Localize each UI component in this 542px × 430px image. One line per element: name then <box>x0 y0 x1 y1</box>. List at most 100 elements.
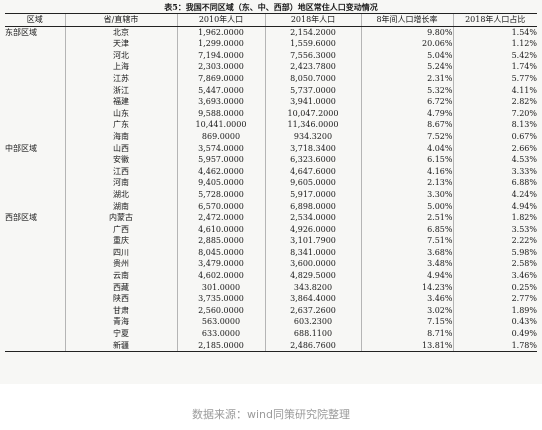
pop-2018-cell: 3,718.3400 <box>264 142 361 155</box>
table-caption: 表5：我国不同区域（东、中、西部）地区常住人口变动情况 <box>164 2 378 12</box>
pop-2018-cell: 7,556.3000 <box>264 49 361 62</box>
pop-2010-cell: 5,447.0000 <box>176 84 265 97</box>
growth-rate-cell: 4.16% <box>360 165 453 178</box>
province-cell: 河北 <box>64 49 177 62</box>
pop-2018-cell: 2,423.7800 <box>264 61 361 73</box>
pop-2018-cell: 10,047.2000 <box>264 107 361 120</box>
share-2018-cell: 1.82% <box>452 212 537 224</box>
growth-rate-cell: 3.46% <box>360 293 453 305</box>
growth-rate-cell: 9.80% <box>360 26 453 39</box>
table-row: 东部区域 北京 1,962.0000 2,154.2000 9.80% 1.54% <box>5 26 537 39</box>
province-cell: 内蒙古 <box>64 212 177 224</box>
table-row: 河南 9,405.0000 9,605.0000 2.13% 6.88% <box>5 177 537 189</box>
pop-2018-cell: 2,486.7600 <box>264 339 361 353</box>
population-table: 区域 省/直辖市 2010年人口 2018年人口 8年间人口增长率 2018年人… <box>5 13 537 353</box>
region-cell <box>5 61 65 73</box>
table-row: 广东 10,441.0000 11,346.0000 8.67% 8.13% <box>5 119 537 131</box>
pop-2010-cell: 2,885.0000 <box>176 235 265 247</box>
pop-2010-cell: 2,560.0000 <box>176 304 265 317</box>
share-2018-cell: 3.33% <box>452 165 537 178</box>
growth-rate-cell: 6.15% <box>360 154 453 166</box>
share-2018-cell: 8.13% <box>452 119 537 131</box>
pop-2018-cell: 3,101.7900 <box>264 235 361 247</box>
pop-2010-cell: 2,303.0000 <box>176 61 265 73</box>
pop-2018-cell: 5,917.0000 <box>264 188 361 201</box>
growth-rate-cell: 13.81% <box>360 339 453 353</box>
province-cell: 广东 <box>64 119 177 131</box>
growth-rate-cell: 3.48% <box>360 258 453 271</box>
pop-2010-cell: 3,693.0000 <box>176 96 265 108</box>
pop-2018-cell: 4,647.6000 <box>264 165 361 178</box>
growth-rate-cell: 3.68% <box>360 246 453 259</box>
pop-2018-cell: 1,559.6000 <box>264 38 361 50</box>
province-cell: 上海 <box>64 61 177 73</box>
growth-rate-cell: 5.04% <box>360 49 453 62</box>
table-row: 湖南 6,570.0000 6,898.0000 5.00% 4.94% <box>5 200 537 213</box>
province-cell: 云南 <box>64 270 177 282</box>
pop-2010-cell: 9,588.0000 <box>176 107 265 120</box>
share-2018-cell: 4.11% <box>452 84 537 97</box>
pop-2010-cell: 8,045.0000 <box>176 246 265 259</box>
share-2018-cell: 1.12% <box>452 38 537 50</box>
header-growth-rate: 8年间人口增长率 <box>360 13 453 27</box>
region-cell: 东部区域 <box>5 27 37 37</box>
share-2018-cell: 2.66% <box>452 142 537 155</box>
header-share-2018: 2018年人口占比 <box>452 13 537 27</box>
pop-2010-cell: 1,962.0000 <box>176 26 265 39</box>
pop-2010-cell: 9,405.0000 <box>176 177 265 189</box>
share-2018-cell: 4.53% <box>452 154 537 166</box>
region-cell <box>5 224 65 236</box>
province-cell: 湖南 <box>64 200 177 213</box>
pop-2010-cell: 2,472.0000 <box>176 212 265 224</box>
province-cell: 江苏 <box>64 72 177 85</box>
header-region: 区域 <box>5 13 65 27</box>
region-cell <box>5 339 65 353</box>
table-row: 山东 9,588.0000 10,047.2000 4.79% 7.20% <box>5 107 537 120</box>
table-row: 西藏 301.0000 343.8200 14.23% 0.25% <box>5 281 537 294</box>
growth-rate-cell: 6.85% <box>360 223 453 236</box>
pop-2010-cell: 563.0000 <box>176 316 265 329</box>
pop-2018-cell: 688.1100 <box>264 328 361 340</box>
province-cell: 浙江 <box>64 84 177 97</box>
share-2018-cell: 7.20% <box>452 107 537 120</box>
pop-2010-cell: 869.0000 <box>176 130 265 143</box>
region-cell: 中部区域 <box>5 143 37 153</box>
region-cell <box>5 235 65 247</box>
region-cell <box>5 270 65 282</box>
province-cell: 广西 <box>64 223 177 236</box>
table-row: 河北 7,194.0000 7,556.3000 5.04% 5.42% <box>5 49 537 62</box>
header-pop-2010: 2010年人口 <box>176 13 265 27</box>
province-cell: 重庆 <box>64 235 177 247</box>
pop-2010-cell: 2,185.0000 <box>176 339 265 353</box>
share-2018-cell: 1.54% <box>452 26 537 39</box>
table-row: 青海 563.0000 603.2300 7.15% 0.43% <box>5 316 537 329</box>
pop-2018-cell: 5,737.0000 <box>264 84 361 97</box>
table-row: 湖北 5,728.0000 5,917.0000 3.30% 4.24% <box>5 188 537 201</box>
pop-2018-cell: 2,534.0000 <box>264 212 361 224</box>
province-cell: 四川 <box>64 246 177 259</box>
province-cell: 山西 <box>64 142 177 155</box>
growth-rate-cell: 6.72% <box>360 96 453 108</box>
table-row: 江苏 7,869.0000 8,050.7000 2.31% 5.77% <box>5 72 537 85</box>
table-row: 海南 869.0000 934.3200 7.52% 0.67% <box>5 130 537 143</box>
share-2018-cell: 3.53% <box>452 223 537 236</box>
pop-2010-cell: 7,869.0000 <box>176 72 265 85</box>
table-row: 广西 4,610.0000 4,926.0000 6.85% 3.53% <box>5 223 537 236</box>
source-note: 数据来源：wind同策研究院整理 <box>191 408 350 421</box>
table-header-row: 区域 省/直辖市 2010年人口 2018年人口 8年间人口增长率 2018年人… <box>5 13 537 27</box>
growth-rate-cell: 2.51% <box>360 212 453 224</box>
pop-2010-cell: 4,610.0000 <box>176 223 265 236</box>
table-row: 上海 2,303.0000 2,423.7800 5.24% 1.74% <box>5 61 537 73</box>
province-cell: 西藏 <box>64 281 177 294</box>
growth-rate-cell: 8.67% <box>360 119 453 131</box>
pop-2018-cell: 3,600.0000 <box>264 258 361 271</box>
share-2018-cell: 0.67% <box>452 130 537 143</box>
pop-2018-cell: 2,637.2600 <box>264 304 361 317</box>
growth-rate-cell: 7.51% <box>360 235 453 247</box>
share-2018-cell: 0.49% <box>452 328 537 340</box>
province-cell: 新疆 <box>64 339 177 353</box>
table-row: 福建 3,693.0000 3,941.0000 6.72% 2.82% <box>5 96 537 108</box>
province-cell: 北京 <box>64 26 177 39</box>
pop-2010-cell: 3,735.0000 <box>176 293 265 305</box>
table-row: 云南 4,602.0000 4,829.5000 4.94% 3.46% <box>5 270 537 282</box>
